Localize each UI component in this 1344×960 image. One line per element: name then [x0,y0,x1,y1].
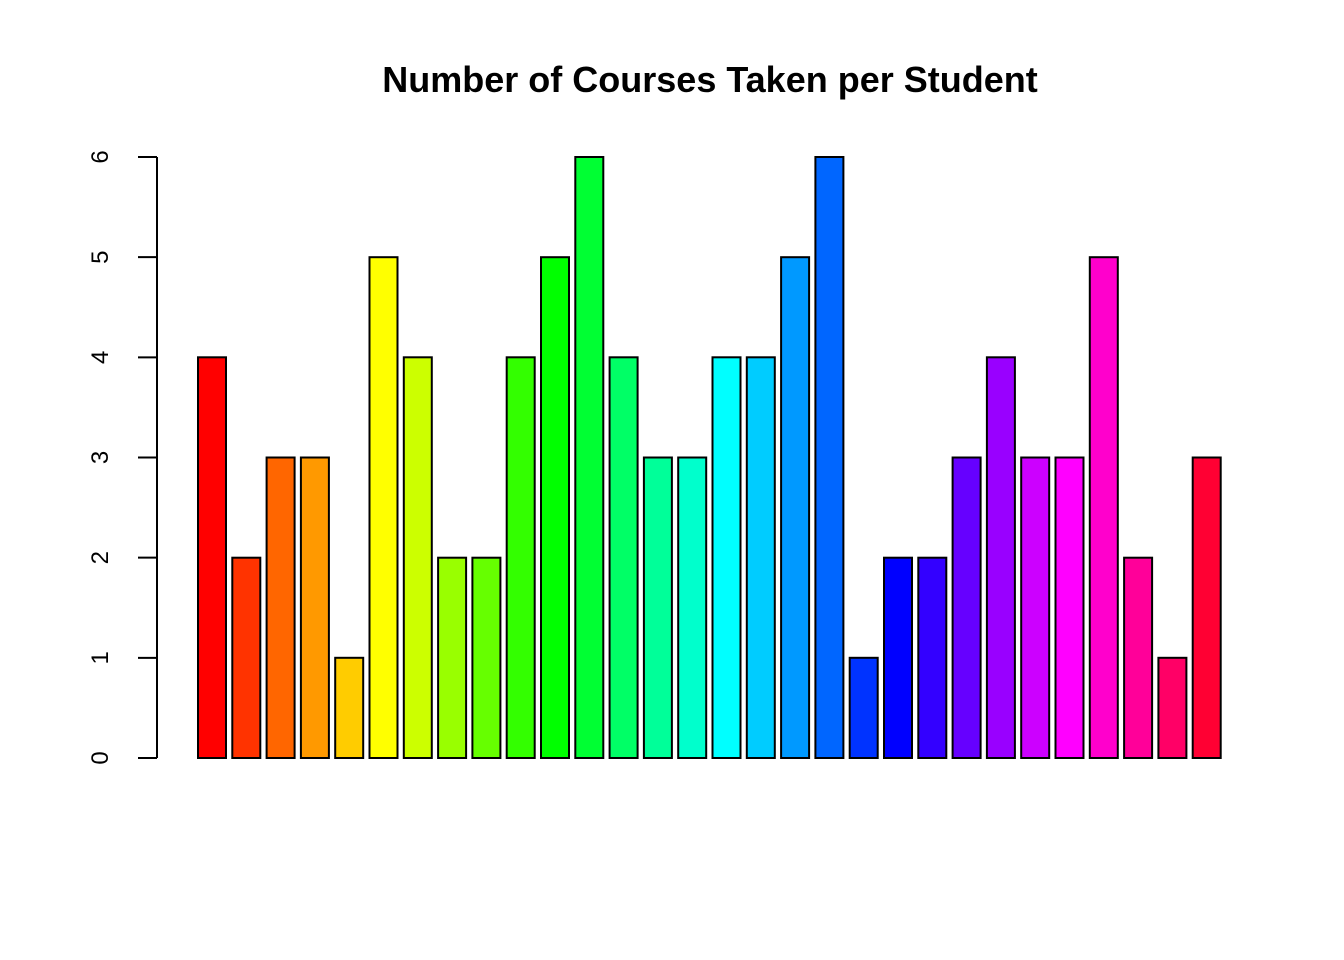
bar [437,556,468,760]
bar [197,356,227,759]
bar [951,456,982,759]
y-tick-label: 0 [87,751,114,764]
y-tick-label: 2 [87,551,114,564]
bar [1088,256,1119,759]
bar [917,556,948,760]
bar [608,356,639,759]
bar [368,256,399,759]
bar [231,556,262,760]
y-tick-label: 5 [87,250,114,263]
bar [780,256,811,759]
bar [642,456,673,759]
bar [677,456,708,759]
bar [1054,456,1085,759]
y-axis: 0 1 2 3 4 5 6 [87,150,158,765]
bar [985,356,1016,759]
bar [1020,456,1051,759]
bar [1123,556,1154,760]
bar [540,256,570,759]
bar [265,456,296,759]
bars [197,156,1222,760]
bar [711,356,742,759]
bar [1191,456,1222,759]
bar [814,156,845,759]
y-tick-label: 6 [87,150,114,163]
bar [1157,656,1188,759]
bar [883,556,913,760]
bar [334,656,365,759]
y-tick-label: 4 [87,351,114,364]
bar [402,356,433,759]
bar [745,356,776,759]
chart-title: Number of Courses Taken per Student [382,59,1037,100]
bar [299,456,330,759]
y-tick-label: 1 [87,651,114,664]
bar [505,356,536,759]
bar [574,156,605,759]
bar [848,656,879,759]
bar [471,556,502,760]
y-tick-label: 3 [87,451,114,464]
